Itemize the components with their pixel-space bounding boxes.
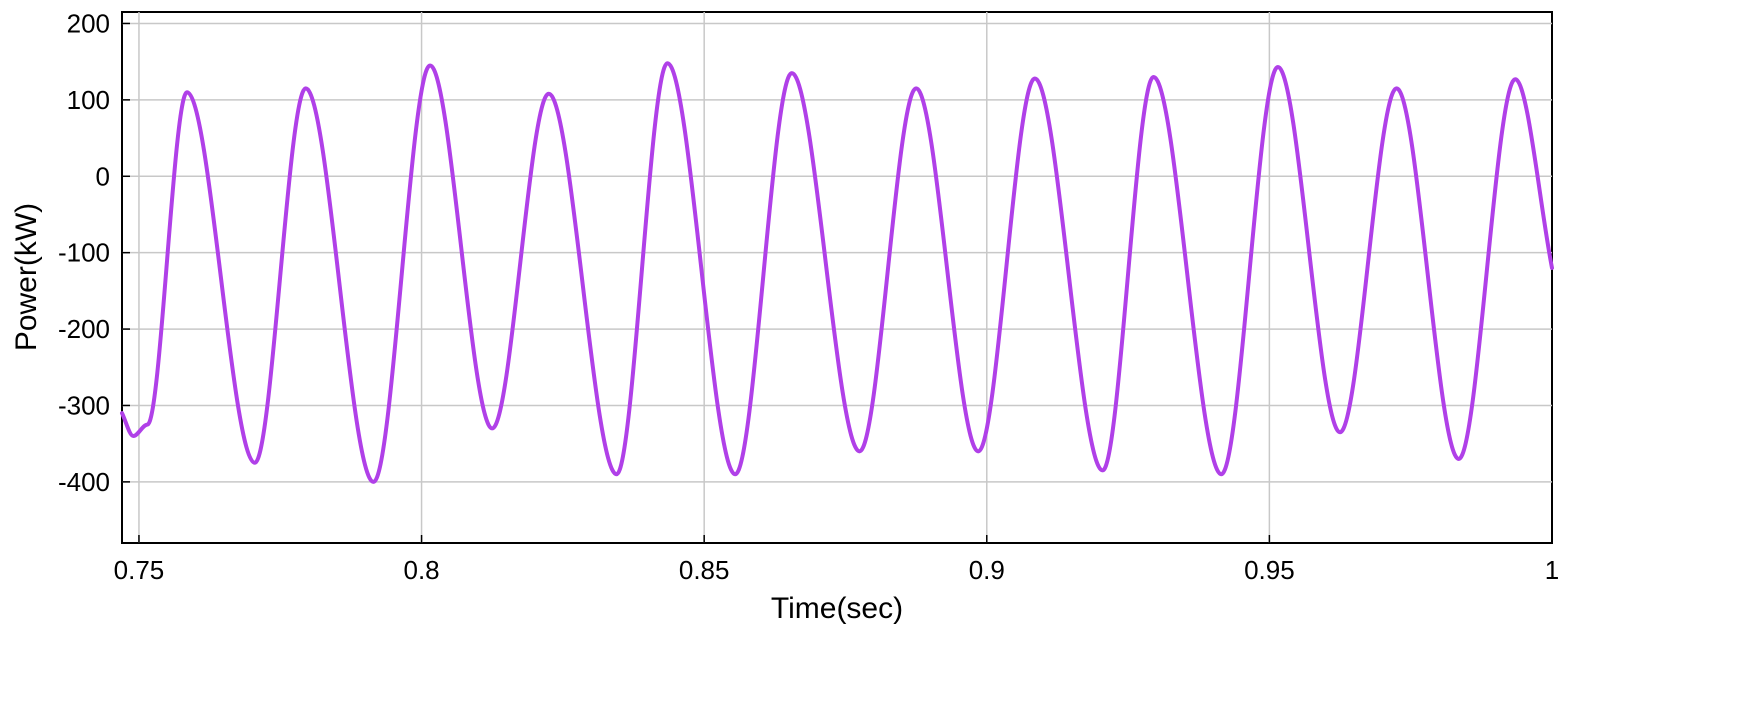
series-group xyxy=(120,61,1554,484)
y-tick-label: -400 xyxy=(58,467,110,497)
x-tick-label: 0.9 xyxy=(969,555,1005,585)
y-tick-label: 0 xyxy=(96,161,110,191)
y-axis-ticks: 200 100 0 -100 -200 -300 -400 xyxy=(58,8,130,497)
power-series-line xyxy=(120,61,1554,484)
x-axis-label: Time(sec) xyxy=(771,592,903,625)
y-axis-label: Power(kW) xyxy=(10,203,43,351)
x-tick-label: 0.75 xyxy=(114,555,165,585)
x-tick-label: 0.95 xyxy=(1244,555,1295,585)
y-tick-label: 200 xyxy=(67,8,110,38)
plot-area xyxy=(121,11,1553,544)
y-tick-label: 100 xyxy=(67,85,110,115)
x-tick-label: 0.8 xyxy=(403,555,439,585)
x-axis-ticks: 0.75 0.8 0.85 0.9 0.95 1 xyxy=(114,535,1559,585)
y-tick-label: -200 xyxy=(58,314,110,344)
x-tick-label: 1 xyxy=(1545,555,1559,585)
y-tick-label: -100 xyxy=(58,238,110,268)
x-tick-label: 0.85 xyxy=(679,555,730,585)
y-tick-label: -300 xyxy=(58,390,110,420)
grid xyxy=(122,12,1552,543)
